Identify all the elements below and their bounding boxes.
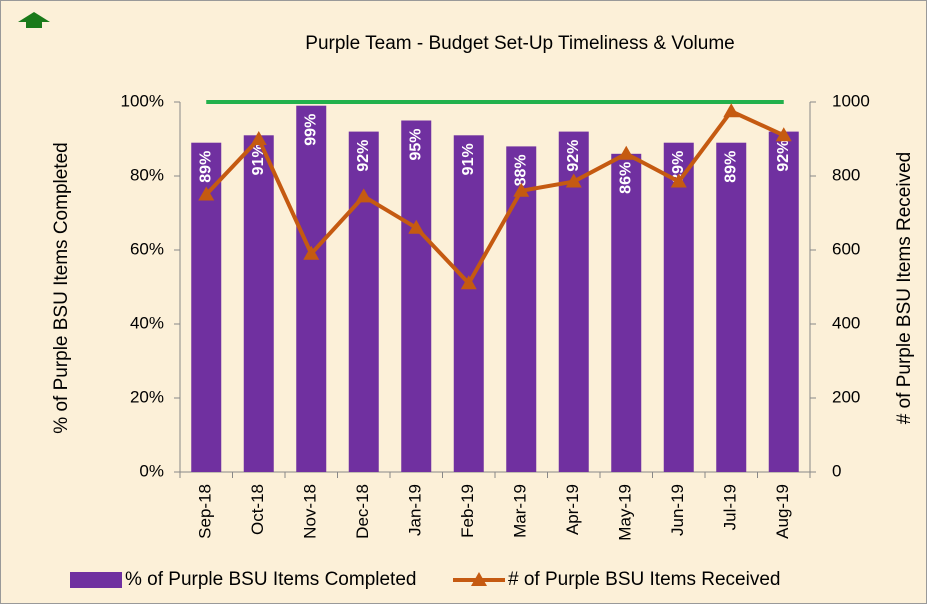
value-label: 91% bbox=[460, 143, 477, 175]
x-tick-label: Oct-18 bbox=[248, 484, 267, 535]
x-tick-label: May-19 bbox=[616, 484, 635, 541]
line-marker bbox=[513, 182, 530, 197]
y2-axis-title: # of Purple BSU Items Received bbox=[894, 152, 915, 424]
line-marker bbox=[250, 131, 267, 145]
bar bbox=[558, 131, 589, 472]
x-tick-label: Jun-19 bbox=[668, 484, 687, 536]
y2-tick-label: 800 bbox=[832, 165, 860, 184]
line-marker bbox=[198, 186, 215, 201]
bar bbox=[611, 153, 642, 473]
line-marker bbox=[460, 275, 477, 290]
x-tick-label: Feb-19 bbox=[458, 484, 477, 538]
bar bbox=[663, 142, 694, 472]
line-marker bbox=[408, 219, 425, 234]
value-label: 99% bbox=[302, 114, 319, 146]
line-marker bbox=[775, 127, 792, 142]
x-tick-label: Mar-19 bbox=[511, 484, 530, 538]
legend-label: % of Purple BSU Items Completed bbox=[125, 569, 416, 590]
y2-tick-label: 1000 bbox=[832, 91, 870, 110]
value-label: 92% bbox=[775, 140, 792, 172]
line-marker bbox=[565, 173, 582, 188]
arrow-icon bbox=[18, 12, 50, 28]
y-tick-label: 80% bbox=[130, 165, 164, 184]
y-tick-label: 0% bbox=[139, 461, 164, 480]
x-tick-label: Jan-19 bbox=[406, 484, 425, 536]
bar bbox=[768, 131, 799, 472]
y-axis-title: % of Purple BSU Items Completed bbox=[51, 142, 72, 433]
legend-marker bbox=[471, 572, 487, 586]
x-tick-label: Jul-19 bbox=[721, 484, 740, 530]
x-tick-label: Nov-18 bbox=[301, 484, 320, 539]
y2-tick-label: 400 bbox=[832, 313, 860, 332]
x-tick-label: Aug-19 bbox=[773, 484, 792, 539]
value-label: 92% bbox=[355, 140, 372, 172]
line-marker bbox=[618, 145, 635, 160]
bar bbox=[506, 146, 537, 472]
value-label: 88% bbox=[512, 154, 529, 186]
bar bbox=[243, 135, 274, 473]
bar bbox=[348, 131, 379, 472]
legend-swatch bbox=[70, 572, 122, 588]
x-tick-label: Sep-18 bbox=[196, 484, 215, 539]
value-label: 86% bbox=[617, 162, 634, 194]
legend-label: # of Purple BSU Items Received bbox=[508, 569, 780, 590]
y-tick-label: 20% bbox=[130, 387, 164, 406]
value-label: 92% bbox=[565, 140, 582, 172]
line-marker bbox=[303, 245, 320, 260]
x-tick-label: Dec-18 bbox=[353, 484, 372, 539]
value-label: 89% bbox=[722, 151, 739, 183]
y2-tick-label: 200 bbox=[832, 387, 860, 406]
value-label: 89% bbox=[197, 151, 214, 183]
bar bbox=[716, 142, 747, 472]
line-marker bbox=[355, 188, 372, 203]
y-tick-label: 60% bbox=[130, 239, 164, 258]
line-marker bbox=[670, 173, 687, 188]
line bbox=[204, 108, 785, 287]
x-tick-label: Apr-19 bbox=[563, 484, 582, 535]
line-marker bbox=[723, 103, 740, 118]
y2-tick-label: 0 bbox=[832, 461, 841, 480]
y-tick-label: 100% bbox=[121, 91, 164, 110]
bar bbox=[296, 105, 327, 472]
bar bbox=[401, 120, 432, 472]
chart-title: Purple Team - Budget Set-Up Timeliness &… bbox=[305, 33, 734, 54]
y-tick-label: 40% bbox=[130, 313, 164, 332]
value-label: 95% bbox=[407, 129, 424, 161]
bar bbox=[453, 135, 484, 473]
y2-tick-label: 600 bbox=[832, 239, 860, 258]
